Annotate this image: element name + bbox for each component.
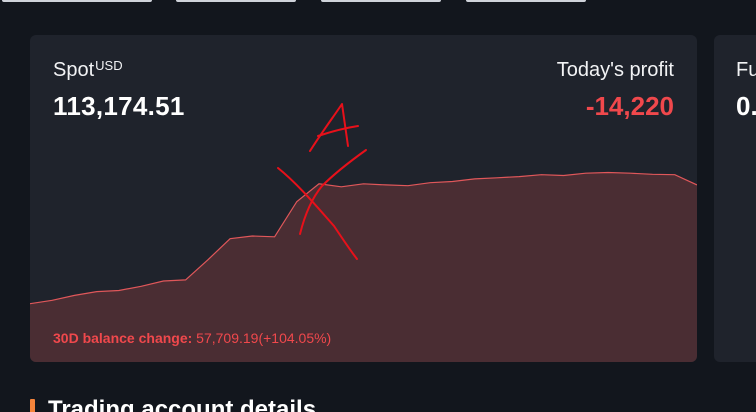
futures-card[interactable]: Fu 0. <box>714 35 756 362</box>
section-title: Trading account details <box>48 396 317 412</box>
section-accent-bar <box>30 399 35 412</box>
balance-chart-area <box>30 172 697 362</box>
top-tab[interactable] <box>321 0 441 2</box>
balance-change: 30D balance change: 57,709.19(+104.05%) <box>53 329 331 347</box>
balance-change-label: 30D balance change: <box>53 330 193 346</box>
todays-profit-value: -14,220 <box>585 91 674 121</box>
spot-balance-value: 113,174.51 <box>53 91 185 121</box>
futures-value: 0. <box>736 91 756 121</box>
todays-profit-label: Today's profit <box>556 59 674 81</box>
top-tab[interactable] <box>176 0 296 2</box>
balance-change-value: 57,709.19(+104.05%) <box>196 330 332 346</box>
spot-label-text: Spot <box>53 59 95 81</box>
balance-chart <box>30 171 697 362</box>
futures-label: Fu <box>736 59 756 81</box>
top-tab[interactable] <box>466 0 586 2</box>
spot-label: SpotUSD <box>53 58 123 82</box>
spot-currency: USD <box>95 58 123 73</box>
top-tab[interactable] <box>2 0 152 2</box>
spot-balance-card[interactable]: SpotUSD 113,174.51 Today's profit -14,22… <box>30 35 697 362</box>
